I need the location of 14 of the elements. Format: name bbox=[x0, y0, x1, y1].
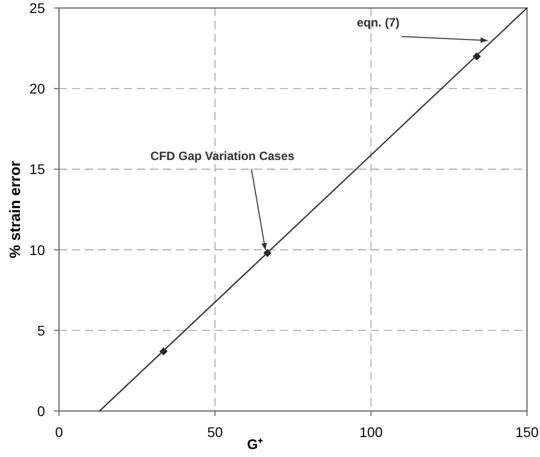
x-tick-label: 0 bbox=[55, 424, 64, 440]
x-tick-label: 150 bbox=[515, 424, 539, 440]
annotation: eqn. (7) bbox=[356, 15, 400, 30]
x-tick-label: 50 bbox=[207, 424, 223, 440]
x-axis-title: G⁺ bbox=[247, 436, 263, 452]
y-tick-label: 25 bbox=[29, 0, 46, 16]
y-tick-label: 5 bbox=[37, 322, 46, 338]
y-tick-label: 10 bbox=[29, 242, 46, 258]
y-tick-label: 15 bbox=[29, 161, 46, 178]
x-tick-label: 100 bbox=[359, 424, 383, 440]
y-tick-label: 20 bbox=[29, 80, 46, 97]
y-tick-label: 0 bbox=[37, 403, 46, 419]
annotation: CFD Gap Variation Cases bbox=[150, 149, 295, 164]
y-axis-title: % strain error bbox=[7, 160, 24, 258]
